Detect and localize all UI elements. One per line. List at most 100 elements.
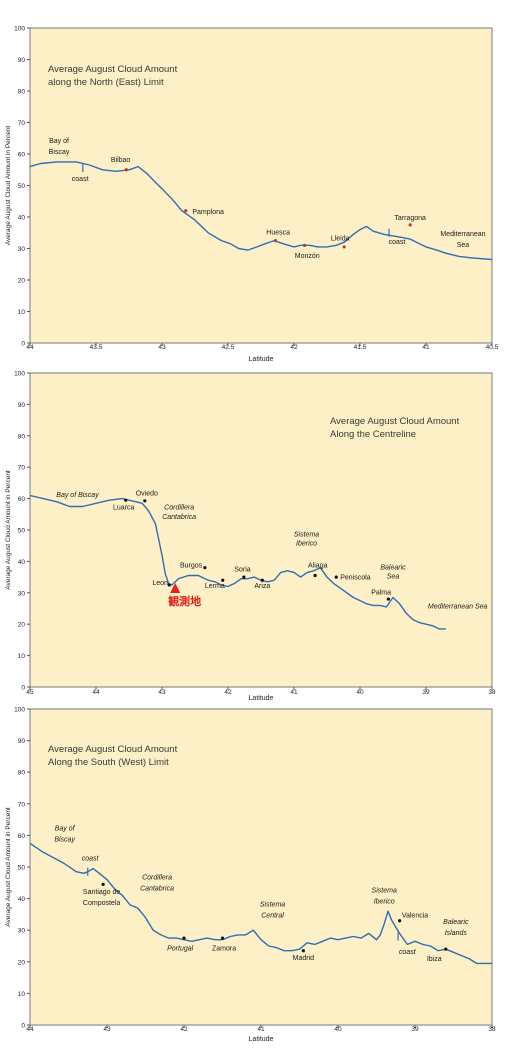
annotation-cordillera: Cordillera [164, 505, 194, 512]
y-tick-label: 20 [18, 278, 26, 285]
cloud-amount-line [29, 842, 492, 965]
x-tick-label: 40.5 [486, 344, 499, 351]
annotation-aliaga: Aliaga [308, 563, 328, 570]
annotation-islands: Islands [445, 930, 468, 937]
x-tick-label: 41.5 [354, 344, 367, 351]
annotation-balearic: Balearic [443, 919, 469, 926]
plot-area [29, 27, 493, 344]
annotation-tarragona: Tarragona [394, 215, 426, 222]
location-dot-huesca [273, 239, 278, 243]
annotation-iberico: Iberico [374, 898, 395, 905]
chart-title-line: Average August Cloud Amount [330, 416, 460, 427]
annotation-zamora: Zamora [212, 946, 236, 953]
y-tick-label: 100 [14, 371, 25, 378]
annotation-madrid: Madrid [293, 955, 315, 962]
y-axis-label: Average August Cloud Amount in Percent [5, 126, 12, 246]
y-tick-label: 40 [18, 896, 26, 903]
annotation-soria: Soria [234, 566, 250, 573]
location-dot-valencia [398, 919, 402, 923]
annotation-bay-of: Bay of [55, 826, 76, 833]
location-dot-lleida [342, 245, 346, 249]
annotation-balearic: Balearic [380, 564, 406, 571]
annotation-leon: Leon [152, 580, 168, 587]
chart-title-line: Average August Cloud Amount [48, 64, 178, 75]
annotation-valencia: Valencia [402, 913, 428, 920]
location-dot-peniscola [334, 575, 338, 579]
location-dot-aliaga [313, 573, 317, 578]
chart-title-line: Along the South (West) Limit [48, 757, 169, 768]
chart-title-line: Along the Centreline [330, 429, 416, 440]
x-tick-label: 41 [290, 689, 298, 696]
y-tick-label: 40 [18, 215, 26, 222]
y-tick-label: 70 [18, 801, 26, 808]
y-tick-label: 60 [18, 152, 26, 159]
x-axis-label: Latitude [249, 695, 274, 702]
y-tick-label: 20 [18, 622, 26, 629]
y-axis-label: Average August Cloud Amount in Percent [5, 807, 12, 927]
annotation-lerma: Lerma [205, 583, 225, 590]
x-tick-label: 38 [488, 1026, 496, 1033]
y-axis-label: Average August Cloud Amount in Percent [5, 470, 12, 590]
annotation-ariza: Ariza [254, 583, 270, 590]
y-tick-label: 100 [14, 707, 25, 714]
annotation-biscay: Biscay [54, 837, 75, 844]
y-tick-label: 30 [18, 928, 26, 935]
annotation-ibiza: Ibiza [427, 956, 442, 963]
y-tick-label: 10 [18, 653, 26, 660]
y-tick-label: 80 [18, 770, 26, 777]
x-tick-label: 44 [26, 1026, 34, 1033]
annotation-central: Central [261, 913, 284, 920]
x-tick-label: 39 [411, 1026, 419, 1033]
cloud-amount-line [29, 494, 446, 630]
y-tick-label: 50 [18, 183, 26, 190]
location-dot-ariza [260, 578, 264, 582]
annotation-sea: Sea [387, 574, 400, 581]
x-axis-label: Latitude [249, 1036, 274, 1043]
annotation-santiago-de: Santiago de [83, 889, 120, 896]
annotation-sistema: Sistema [294, 531, 319, 538]
y-tick-label: 50 [18, 528, 26, 535]
annotation-sea: Sea [457, 242, 470, 249]
x-tick-label: 44 [26, 344, 34, 351]
y-tick-label: 20 [18, 959, 26, 966]
location-dot-santiago-de-compostela [101, 882, 105, 886]
y-tick-label: 100 [14, 26, 25, 33]
x-tick-label: 42 [224, 689, 232, 696]
y-tick-label: 30 [18, 246, 26, 253]
cloud-amount-line [29, 161, 493, 261]
y-tick-label: 0 [21, 685, 25, 692]
annotation-coast: coast [399, 949, 417, 956]
annotation-bay-of-biscay: Bay of Biscay [56, 492, 99, 499]
location-dot-bilbao [124, 168, 128, 172]
annotation-compostela: Compostela [83, 900, 120, 907]
x-tick-label: 40 [334, 1026, 342, 1033]
y-tick-label: 60 [18, 496, 26, 503]
annotation-bay-of: Bay of [49, 138, 69, 145]
annotation-luarca: Luarca [113, 505, 135, 512]
location-dot-ibiza [444, 947, 448, 951]
location-dot-portugal [182, 936, 186, 940]
annotation-coast: coast [389, 239, 406, 246]
chart-title-line: along the North (East) Limit [48, 77, 164, 88]
annotation-palma: Palma [371, 589, 391, 596]
x-tick-label: 38 [488, 689, 496, 696]
location-dot-oviedo [143, 499, 147, 503]
location-dot-leon [167, 583, 171, 587]
annotation-pamplona: Pamplona [192, 209, 224, 216]
y-tick-label: 10 [18, 309, 26, 316]
y-tick-label: 70 [18, 465, 26, 472]
x-tick-label: 41 [257, 1026, 265, 1033]
x-tick-label: 42 [290, 344, 298, 351]
x-tick-label: 43.5 [90, 344, 103, 351]
annotation-coast: coast [82, 856, 100, 863]
x-tick-label: 42 [180, 1026, 188, 1033]
y-tick-label: 30 [18, 590, 26, 597]
y-tick-label: 60 [18, 833, 26, 840]
annotation-cantabrica: Cantabrica [140, 886, 174, 893]
chart-panel-south-limit: 0 10 20 30 40 50 60 70 80 90 100 44 43 42 41 40 39 38 Lati… [5, 707, 496, 1044]
annotation-oviedo: Oviedo [136, 490, 158, 497]
annotation-burgos: Burgos [180, 563, 203, 570]
annotation-portugal: Portugal [167, 946, 194, 953]
